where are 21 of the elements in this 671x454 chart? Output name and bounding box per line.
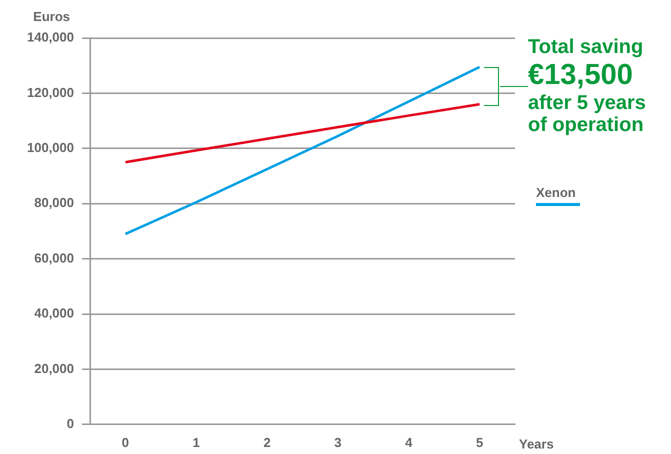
y-tick-label: 120,000 [27,84,74,100]
text: of operation [528,114,645,136]
y-axis-title: Euros [33,9,70,24]
y-tick-label: 140,000 [27,30,74,45]
y-tick-label: 100,000 [27,140,74,155]
text: €13,500 [528,58,634,92]
y-tick-label: 80,000 [34,195,74,210]
x-axis-title: Years [519,436,554,452]
text: after 5 years [528,92,646,114]
text: Xenon [536,185,577,200]
x-tick-label: 0 [122,434,130,450]
x-tick-label: 1 [192,434,200,450]
y-tick-label: 40,000 [34,306,74,321]
x-tick-label: 5 [476,434,484,450]
y-tick-label: 0 [66,416,74,431]
y-tick-label: 20,000 [34,360,74,376]
x-tick-label: 2 [263,434,271,450]
text: Total saving [528,36,644,58]
x-tick-label: 3 [334,434,342,450]
y-tick-label: 60,000 [34,250,74,266]
x-tick-label: 4 [405,434,414,450]
